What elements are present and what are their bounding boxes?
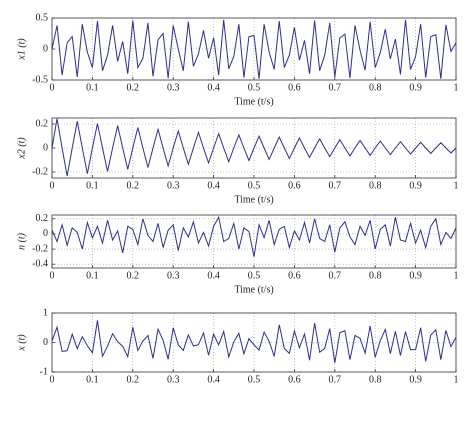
y-axis-label: x (t) <box>16 334 27 352</box>
x-tick-label: 0.1 <box>86 82 99 93</box>
x-tick-label: 1 <box>454 374 459 385</box>
x-tick-label: 0.3 <box>167 180 180 191</box>
plot-frame <box>51 17 457 81</box>
x-tick-label: 0.8 <box>369 374 382 385</box>
x-tick-label: 0.9 <box>409 374 422 385</box>
x-tick-label: 0.4 <box>207 180 220 191</box>
x-tick-label: 0.4 <box>207 82 220 93</box>
x-tick-label: 0.6 <box>288 82 301 93</box>
x-axis-label: Time (t/s) <box>234 194 273 205</box>
y-axis-label: x1 (t) <box>16 38 27 61</box>
x-tick-label: 0.5 <box>248 82 261 93</box>
y-axis-label: n (t) <box>16 232 27 250</box>
x-tick-label: 0.8 <box>369 180 382 191</box>
x-tick-label: 0.7 <box>329 270 342 281</box>
x-tick-label: 0.9 <box>409 180 422 191</box>
signal-line <box>51 215 457 257</box>
x-tick-label: 0.4 <box>207 270 220 281</box>
x-tick-label: 0.9 <box>409 82 422 93</box>
x-tick-label: 1 <box>454 180 459 191</box>
y-tick-label: 0 <box>43 337 48 348</box>
x-tick-label: 0.1 <box>86 374 99 385</box>
x-tick-label: 0 <box>50 82 55 93</box>
x-tick-label: 0.3 <box>167 374 180 385</box>
x-tick-label: 0.2 <box>127 270 140 281</box>
x-tick-label: 0.2 <box>127 374 140 385</box>
y-tick-label: 0.5 <box>36 12 49 23</box>
x-tick-label: 0.5 <box>248 180 261 191</box>
x-tick-label: 0.5 <box>248 374 261 385</box>
x-tick-label: 0.7 <box>329 374 342 385</box>
x-tick-label: 0.9 <box>409 270 422 281</box>
y-tick-label: -0.5 <box>32 74 48 85</box>
x-tick-label: 0.8 <box>369 270 382 281</box>
signal-line <box>51 320 457 363</box>
y-axis-label: x2 (t) <box>16 137 27 160</box>
x-tick-label: 0.3 <box>167 270 180 281</box>
x-tick-label: 0.2 <box>127 180 140 191</box>
x-tick-label: 0.4 <box>207 374 220 385</box>
signal-line <box>51 19 457 79</box>
plot-frame <box>51 214 457 269</box>
y-tick-label: 0 <box>43 228 48 239</box>
x-axis-label: Time (t/s) <box>234 96 273 107</box>
x-tick-label: 0 <box>50 374 55 385</box>
x-axis-label: Time (t/s) <box>234 284 273 295</box>
plot-frame <box>51 312 457 373</box>
signal-line <box>51 118 457 177</box>
x-tick-label: 0.5 <box>248 270 261 281</box>
x-tick-label: 0.3 <box>167 82 180 93</box>
y-tick-label: 1 <box>43 307 48 318</box>
y-tick-label: 0 <box>43 142 48 153</box>
y-tick-label: -0.2 <box>32 243 48 254</box>
y-tick-label: -0.4 <box>32 259 48 270</box>
x-tick-label: 0.8 <box>369 82 382 93</box>
y-tick-label: 0.2 <box>36 118 49 129</box>
x-tick-label: 0.7 <box>329 180 342 191</box>
x-tick-label: 1 <box>454 82 459 93</box>
x-tick-label: 0.1 <box>86 180 99 191</box>
x-tick-label: 0.6 <box>288 270 301 281</box>
plot-frame <box>51 117 457 179</box>
x-tick-label: 0.7 <box>329 82 342 93</box>
x-tick-label: 1 <box>454 270 459 281</box>
x-tick-label: 0.2 <box>127 82 140 93</box>
x-tick-label: 0.6 <box>288 374 301 385</box>
y-tick-label: -1 <box>40 366 48 377</box>
x-tick-label: 0.6 <box>288 180 301 191</box>
y-tick-label: -0.2 <box>32 166 48 177</box>
x-tick-label: 0.1 <box>86 270 99 281</box>
y-tick-label: 0.2 <box>36 213 49 224</box>
y-tick-label: 0 <box>43 43 48 54</box>
x-tick-label: 0 <box>50 180 55 191</box>
x-tick-label: 0 <box>50 270 55 281</box>
